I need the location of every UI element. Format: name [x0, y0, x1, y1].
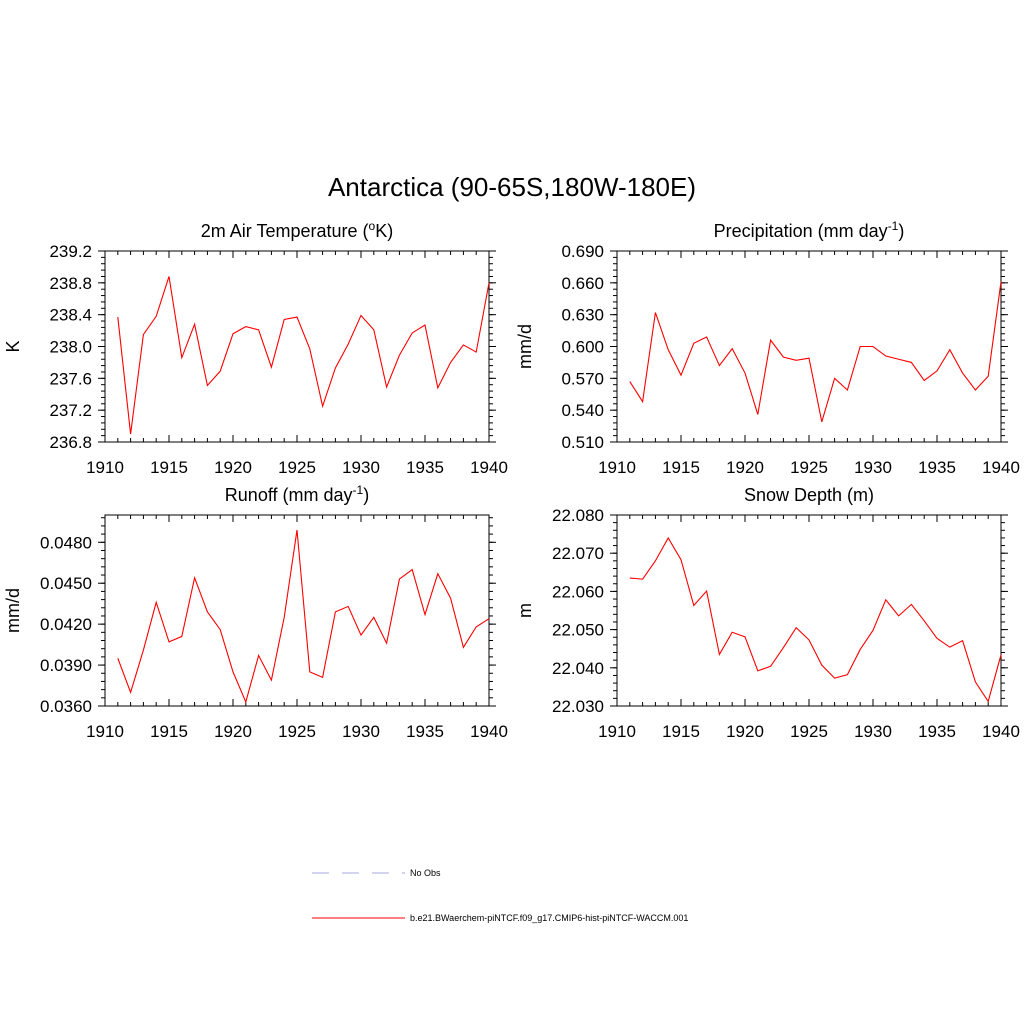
y-tick-label: 0.0420	[40, 615, 92, 634]
legend-label-1: No Obs	[410, 868, 441, 878]
x-tick-label: 1940	[470, 722, 508, 741]
series-line-1	[117, 529, 490, 704]
chart-panel-4: Snow Depth (m) 1910 1915 1920 1925 1930 1935 19…	[515, 485, 1020, 741]
panel-title-text: K)	[375, 221, 393, 241]
y-axis-label: mm/d	[515, 324, 535, 369]
x-tick-label: 1910	[86, 458, 124, 477]
y-tick-label: 22.040	[552, 659, 604, 678]
x-tick-label: 1935	[406, 458, 444, 477]
x-tick-label: 1910	[598, 458, 636, 477]
x-tick-label: 1915	[662, 722, 700, 741]
y-tick-label: 0.690	[561, 242, 604, 261]
chart-panel-3: Runoff (mm day-1) 1910 1915 1920 1925 1930 193…	[3, 483, 508, 741]
x-tick-label: 1920	[214, 458, 252, 477]
x-tick-label: 1925	[278, 722, 316, 741]
x-tick-label: 1935	[406, 722, 444, 741]
panel-title: Runoff (mm day-1)	[225, 483, 369, 505]
x-tick-label: 1915	[662, 458, 700, 477]
y-tick-label: 22.060	[552, 582, 604, 601]
x-tick-label: 1930	[854, 722, 892, 741]
panel-title: 2m Air Temperature (oK)	[201, 219, 393, 241]
y-tick-label: 0.630	[561, 306, 604, 325]
x-tick-label: 1920	[726, 458, 764, 477]
x-tick-label: 1925	[790, 722, 828, 741]
legend-label-2: b.e21.BWaerchem-piNTCF.f09_g17.CMIP6-his…	[410, 913, 688, 923]
x-tick-label: 1915	[150, 458, 188, 477]
x-tick-label: 1910	[598, 722, 636, 741]
plot-frame	[616, 514, 1002, 707]
figure-title: Antarctica (90-65S,180W-180E)	[328, 172, 696, 202]
x-tick-label: 1920	[214, 722, 252, 741]
x-tick-label: 1935	[918, 722, 956, 741]
y-tick-label: 0.0450	[40, 574, 92, 593]
y-tick-label: 238.0	[49, 338, 92, 357]
x-tick-label: 1935	[918, 458, 956, 477]
panel-title: Precipitation (mm day-1)	[714, 219, 905, 241]
series-line-1	[629, 281, 1002, 422]
panel-title-text: )	[363, 485, 369, 505]
y-axis-label: m	[515, 603, 535, 618]
y-tick-label: 0.570	[561, 369, 604, 388]
panel-title-text: Snow Depth (m)	[744, 485, 874, 505]
panel-title: Snow Depth (m)	[744, 485, 874, 505]
series-line-1	[117, 276, 490, 435]
panel-title-text: 2m Air Temperature (	[201, 221, 369, 241]
plot-frame	[104, 250, 490, 443]
y-tick-label: 0.540	[561, 401, 604, 420]
plot-frame	[616, 250, 1002, 443]
plot-frame	[104, 514, 490, 707]
x-tick-label: 1915	[150, 722, 188, 741]
y-tick-label: 0.660	[561, 274, 604, 293]
y-axis-label: mm/d	[3, 588, 23, 633]
x-tick-label: 1910	[86, 722, 124, 741]
panel-title-superscript: -1	[888, 219, 899, 233]
chart-panel-2: Precipitation (mm day-1) 1910 1915 1920 1925…	[515, 219, 1020, 477]
y-tick-label: 0.0390	[40, 656, 92, 675]
chart-panel-1: 2m Air Temperature (oK) 1910 1915 1920 1925 1…	[3, 219, 508, 477]
y-tick-label: 22.080	[552, 506, 604, 525]
panel-title-superscript: -1	[353, 483, 364, 497]
x-tick-label: 1925	[278, 458, 316, 477]
x-tick-label: 1930	[342, 458, 380, 477]
y-tick-label: 0.0360	[40, 697, 92, 716]
panel-title-text: Precipitation (mm day	[714, 221, 888, 241]
y-tick-label: 238.8	[49, 274, 92, 293]
y-tick-label: 22.030	[552, 697, 604, 716]
y-tick-label: 22.050	[552, 621, 604, 640]
x-tick-label: 1930	[854, 458, 892, 477]
x-tick-label: 1940	[470, 458, 508, 477]
y-tick-label: 237.2	[49, 401, 92, 420]
x-tick-label: 1940	[982, 722, 1020, 741]
y-tick-label: 22.070	[552, 544, 604, 563]
y-tick-label: 237.6	[49, 369, 92, 388]
y-tick-label: 239.2	[49, 242, 92, 261]
y-tick-label: 0.510	[561, 433, 604, 452]
y-tick-label: 238.4	[49, 306, 92, 325]
x-tick-label: 1930	[342, 722, 380, 741]
y-tick-label: 0.0480	[40, 533, 92, 552]
y-tick-label: 0.600	[561, 338, 604, 357]
panel-title-text: )	[898, 221, 904, 241]
x-tick-label: 1920	[726, 722, 764, 741]
x-tick-label: 1925	[790, 458, 828, 477]
panel-title-superscript: o	[369, 219, 376, 233]
x-tick-label: 1940	[982, 458, 1020, 477]
y-tick-label: 236.8	[49, 433, 92, 452]
y-axis-label: K	[3, 340, 23, 352]
panel-title-text: Runoff (mm day	[225, 485, 353, 505]
chart-panels: 2m Air Temperature (oK)1910 1915 1920 1925 1…	[3, 219, 1020, 741]
legend: No Obs b.e21.BWaerchem-piNTCF.f09_g17.CMI…	[312, 868, 688, 923]
series-line-1	[629, 536, 1002, 703]
